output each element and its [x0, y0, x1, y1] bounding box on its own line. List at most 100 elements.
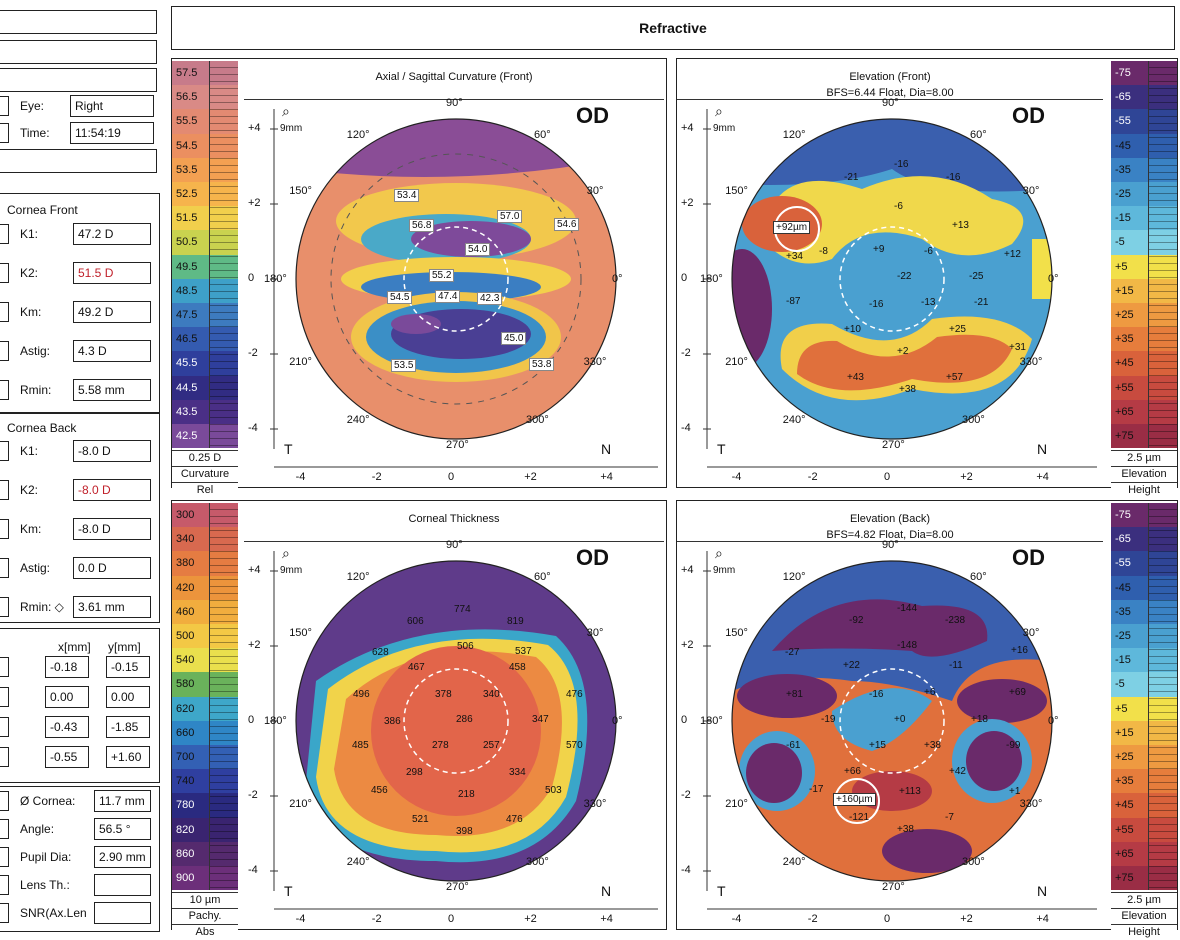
- map-value-label: 347: [532, 714, 549, 725]
- coord-x[interactable]: 0.00: [45, 686, 89, 708]
- map-value-label: -27: [785, 647, 800, 658]
- y-tick-label: -2: [248, 347, 258, 359]
- map-value-label: -16: [946, 172, 961, 183]
- max-elevation-marker: +92µm: [773, 221, 811, 234]
- title-divider: [244, 541, 664, 542]
- scale-unit: Curvature: [172, 466, 238, 483]
- coord-y[interactable]: 0.00: [106, 686, 150, 708]
- temporal-label: T: [284, 883, 293, 899]
- degree-label: 270°: [882, 881, 905, 893]
- degree-label: 60°: [970, 129, 987, 141]
- zoom-icon[interactable]: ⌕: [715, 545, 723, 561]
- degree-label: 120°: [346, 571, 370, 583]
- y-tick-label: +2: [248, 197, 261, 209]
- row-value[interactable]: 3.61 mm: [73, 596, 151, 618]
- temporal-label: T: [284, 441, 293, 457]
- degree-label: 150°: [289, 627, 312, 639]
- map-value-label: +57: [946, 372, 963, 383]
- map-value-label: 340: [483, 689, 500, 700]
- row-value[interactable]: [94, 902, 151, 924]
- scale-step: 47.5: [172, 303, 238, 328]
- row-value[interactable]: [94, 874, 151, 896]
- row-value[interactable]: 0.0 D: [73, 557, 151, 579]
- scale-step: 52.5: [172, 182, 238, 207]
- map-value-label: +0: [894, 714, 906, 725]
- degree-label: 300°: [526, 413, 549, 426]
- elev-back-map[interactable]: [677, 501, 1179, 931]
- row-value[interactable]: 5.58 mm: [73, 379, 151, 401]
- coord-y[interactable]: -0.15: [106, 656, 150, 678]
- y-tick-label: -4: [248, 864, 258, 876]
- row-value[interactable]: -8.0 D: [73, 479, 151, 501]
- scale-step: -35: [1111, 157, 1177, 182]
- scale-step: +35: [1111, 769, 1177, 794]
- scale-unit: 2.5 µm: [1111, 450, 1177, 467]
- thickness-map[interactable]: [172, 501, 668, 931]
- elev-back-color-scale: -75 -65 -55 -45 -35 -25 -15 -5 +5 +15 +25 +35 +45 +55…: [1111, 501, 1177, 940]
- elev-front-map[interactable]: [677, 59, 1179, 489]
- time-value[interactable]: 11:54:19: [70, 122, 154, 144]
- row-value[interactable]: 2.90 mm: [94, 846, 151, 868]
- scale-step: 57.5: [172, 61, 238, 86]
- coord-y[interactable]: +1.60: [106, 746, 150, 768]
- row-value[interactable]: -8.0 D: [73, 440, 151, 462]
- row-value[interactable]: -8.0 D: [73, 518, 151, 540]
- map-value-label: 378: [435, 689, 452, 700]
- elev-front-map-panel: -75 -65 -55 -45 -35 -25 -15 -5 +5 +15 +25 +35 +45 +55…: [676, 58, 1179, 499]
- max-elevation-marker: +160µm: [833, 793, 876, 806]
- y-tick-label: +4: [681, 564, 694, 576]
- zoom-icon[interactable]: ⌕: [282, 545, 290, 561]
- row-value[interactable]: 11.7 mm: [94, 790, 151, 812]
- scale-step: +45: [1111, 793, 1177, 818]
- map-value-label: -22: [897, 271, 912, 282]
- map-value-label: 628: [372, 647, 389, 658]
- degree-label: 210°: [725, 356, 748, 369]
- zoom-label: 9mm: [713, 565, 736, 576]
- degree-label: 150°: [725, 627, 748, 639]
- scale-step: +35: [1111, 327, 1177, 352]
- zoom-icon[interactable]: ⌕: [715, 103, 723, 119]
- scale-unit: Elevation: [1111, 466, 1177, 483]
- map-value-label: -92: [849, 615, 864, 626]
- row-marker: [0, 875, 9, 895]
- scale-ticks: [209, 61, 238, 449]
- row-label: K1:: [20, 444, 39, 458]
- temporal-label: T: [717, 883, 726, 899]
- map-value-label: +34: [786, 251, 803, 262]
- scale-step: 660: [172, 720, 238, 745]
- row-value[interactable]: 47.2 D: [73, 223, 151, 245]
- map-value-label: 521: [412, 814, 429, 825]
- map-value-label: 298: [406, 767, 423, 778]
- coord-y[interactable]: -1.85: [106, 716, 150, 738]
- coord-x[interactable]: -0.55: [45, 746, 89, 768]
- scale-step: +45: [1111, 351, 1177, 376]
- nasal-label: N: [601, 883, 612, 899]
- scale-unit: Height: [1111, 482, 1177, 499]
- row-marker: [0, 263, 9, 283]
- degree-label: 0°: [1048, 715, 1059, 727]
- info-field-1: [0, 10, 157, 34]
- degree-label: 180°: [700, 715, 723, 727]
- eye-od-label: OD: [576, 545, 609, 570]
- scale-step: 700: [172, 745, 238, 770]
- degree-label: 330°: [1019, 798, 1043, 811]
- coord-x[interactable]: -0.43: [45, 716, 89, 738]
- coord-marker: [0, 657, 9, 677]
- row-value[interactable]: 51.5 D: [73, 262, 151, 284]
- eye-value[interactable]: Right: [70, 95, 154, 117]
- map-value-label: -11: [949, 660, 963, 671]
- row-value[interactable]: 49.2 D: [73, 301, 151, 323]
- zoom-icon[interactable]: ⌕: [282, 103, 290, 119]
- y-tick-label: 0: [681, 272, 688, 284]
- row-value[interactable]: 4.3 D: [73, 340, 151, 362]
- map-value-label: -61: [786, 740, 801, 751]
- scale-step: 900: [172, 866, 238, 891]
- degree-label: 330°: [583, 798, 607, 811]
- coord-x[interactable]: -0.18: [45, 656, 89, 678]
- scale-step: -5: [1111, 672, 1177, 697]
- map-value-label: 476: [506, 814, 523, 825]
- row-value[interactable]: 56.5 °: [94, 818, 151, 840]
- map-value-label: 53.8: [529, 358, 555, 371]
- scale-step: 540: [172, 648, 238, 673]
- row-label: Ø Cornea:: [20, 794, 76, 808]
